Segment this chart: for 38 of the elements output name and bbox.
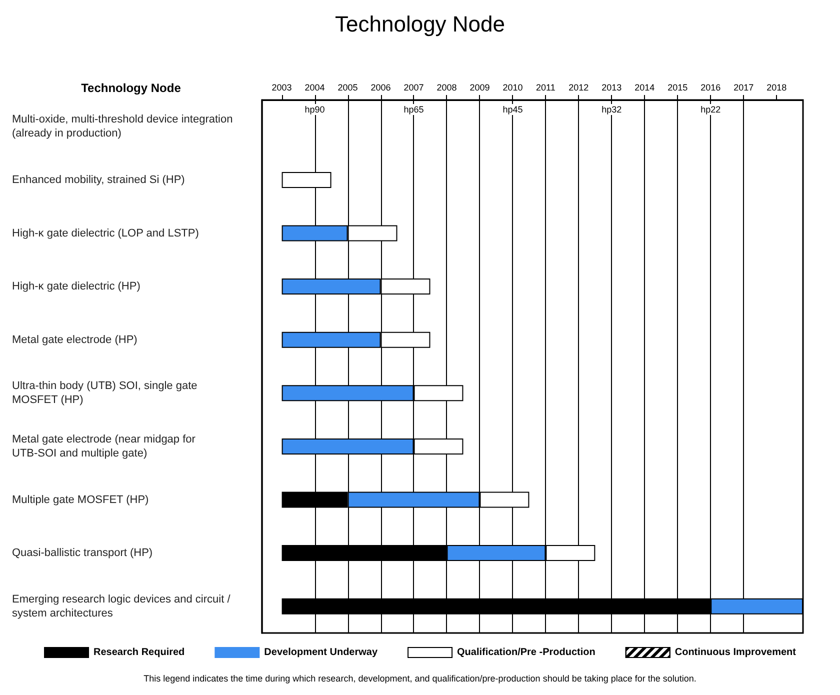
x-tick-label: 2013 — [602, 82, 622, 92]
annotation: hp22 — [700, 104, 721, 114]
x-tick-label: 2003 — [272, 82, 292, 92]
y-tick-label: High-κ gate dielectric (HP) — [12, 280, 140, 293]
y-tick-label: Multiple gate MOSFET (HP) — [12, 494, 149, 506]
x-tick-label: 2017 — [734, 82, 754, 92]
x-tick-label: 2016 — [700, 82, 721, 92]
x-tick-label: 2010 — [502, 82, 523, 92]
annotation: hp45 — [502, 104, 523, 114]
annotation: hp32 — [602, 104, 622, 114]
x-tick-label: 2018 — [766, 82, 787, 92]
y-tick-label: Ultra-thin body (UTB) SOI, single gate MOSFET (HP) — [12, 380, 200, 406]
legend-label: Research Required — [94, 647, 185, 658]
text: This legend indicates the time during which research, development, and qualification/pre-production should be taking place for the solution. — [144, 674, 696, 684]
legend-label: Development Underway — [264, 647, 378, 658]
y-tick-label: Metal gate electrode (HP) — [12, 334, 138, 346]
y-tick-label: Emerging research logic devices and circuit / system architectures — [12, 593, 234, 620]
x-tick-label: 2015 — [668, 82, 688, 92]
annotation: hp90 — [304, 104, 325, 114]
annotation: hp65 — [404, 104, 424, 114]
y-tick-label: Multi-oxide, multi-threshold device integration (already in production) — [12, 114, 236, 140]
text: Technology Node — [81, 81, 182, 95]
x-tick-label: 2004 — [304, 82, 325, 92]
x-tick-label: 2007 — [404, 82, 424, 92]
y-tick-label: Enhanced mobility, strained Si (HP) — [12, 174, 185, 186]
legend-label: Continuous Improvement — [674, 647, 797, 658]
y-tick-label: Quasi-ballistic transport (HP) — [12, 547, 153, 560]
x-tick-label: 2005 — [338, 82, 358, 92]
x-tick-label: 2006 — [370, 82, 391, 92]
legend-label: Qualification/Pre -Production — [457, 647, 596, 658]
x-tick-label: 2012 — [568, 82, 589, 92]
x-tick-label: 2014 — [634, 82, 655, 92]
x-tick-label: 2008 — [436, 82, 457, 92]
x-tick-label: 2011 — [536, 82, 556, 92]
chart-title: Technology Node — [334, 12, 506, 36]
x-tick-label: 2009 — [470, 82, 490, 92]
y-tick-label: Metal gate electrode (near midgap for UTB-SOI and multiple gate) — [12, 433, 198, 460]
y-tick-label: High-κ gate dielectric (LOP and LSTP) — [12, 227, 199, 240]
